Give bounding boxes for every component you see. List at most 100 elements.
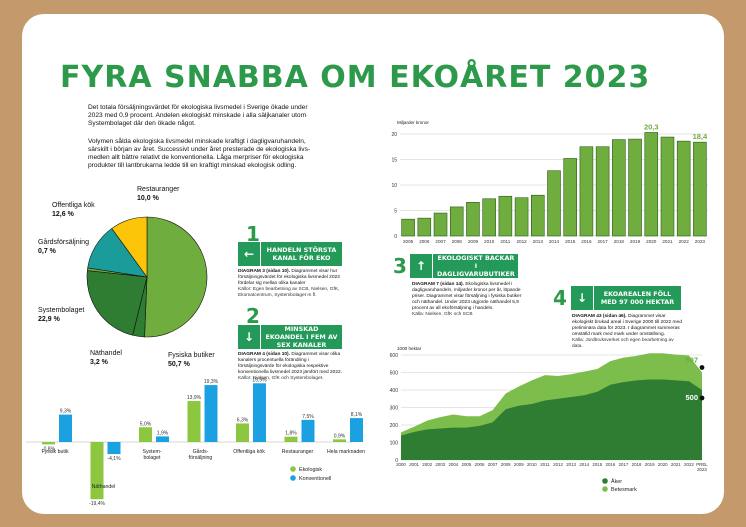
sales-bar	[514, 197, 529, 237]
sales-annotation: 20,3	[644, 122, 659, 131]
section-2-desc: DIAGRAM 4 (sidan 10). Diagrammet visar o…	[238, 352, 342, 381]
channel-category-label: System-	[142, 449, 161, 455]
pie-label-offentliga: Offentliga kök 12,6 %	[52, 202, 95, 218]
sales-xtick: 2020	[646, 239, 657, 244]
sales-bar	[612, 139, 626, 237]
sales-bar	[547, 170, 561, 237]
channel-bar	[253, 383, 266, 442]
sales-bar	[401, 218, 415, 237]
channel-bar	[333, 439, 346, 442]
area-xtick: 2018	[632, 462, 642, 467]
banner-3: ↑ EKOLOGISKT BACKAR I DAGLIGVARUBUTIKER	[410, 254, 518, 278]
sales-bar	[644, 132, 659, 237]
area-annotation: 500	[685, 393, 698, 402]
banner-4: ↓ EKOAREALEN FÖLL MED 97 000 HEKTAR	[571, 286, 681, 310]
area-xtick: 2017	[619, 462, 629, 467]
legend-marker	[290, 475, 296, 481]
sales-annotation: 18,4	[693, 132, 708, 141]
intro-paragraph-1: Det totala försäljningsvärdet för ekolog…	[88, 104, 308, 127]
sales-bar	[579, 146, 594, 237]
legend-label: Betesmark	[611, 487, 637, 493]
area-xtick: 2006	[475, 462, 485, 467]
channel-bar-label: 5,0%	[140, 421, 152, 427]
sales-bar	[466, 202, 480, 237]
sales-xtick: 2019	[630, 239, 641, 244]
area-ytick: 100	[390, 441, 399, 447]
area-xtick: 2011	[540, 462, 550, 467]
channel-category-label: Fysisk butik	[41, 449, 69, 455]
sales-ytick: 20	[391, 132, 397, 138]
arrow-down-icon: ↓	[571, 286, 594, 310]
area-xtick: 2002	[422, 462, 432, 467]
channel-bar	[350, 418, 363, 442]
sales-bar	[628, 138, 642, 237]
sales-bar	[449, 206, 464, 237]
pie-label-fysiska: Fysiska butiker 50,7 %	[168, 352, 215, 368]
sales-ytick: 15	[391, 158, 397, 164]
area-xtick: 2022	[684, 462, 694, 467]
sales-ylabel: Miljarder kronor	[397, 120, 429, 125]
legend-marker	[602, 478, 608, 484]
channel-category-label: Restauranger	[282, 449, 314, 455]
sales-bar	[693, 141, 707, 237]
area-xtick: PREL	[696, 462, 708, 467]
sales-bar	[531, 194, 545, 237]
pie-label-systembolaget: Systembolaget 22,9 %	[38, 307, 85, 323]
legend-label: Ekologisk	[299, 467, 322, 473]
area-xtick: 2000	[396, 462, 406, 467]
intro-paragraph-2: Volymen sålda ekologiska livsmedel minsk…	[88, 138, 311, 169]
channel-bar-label: -0,8%	[42, 446, 56, 452]
arrow-up-icon: ↑	[410, 254, 433, 278]
area-endpoint-marker	[699, 365, 705, 370]
sales-bar	[482, 198, 496, 237]
legend-marker	[290, 466, 296, 472]
channel-bar	[236, 423, 249, 442]
channel-bar	[301, 419, 315, 442]
sales-xtick: 2005	[403, 239, 414, 244]
sales-bar	[498, 195, 513, 237]
sales-bar	[595, 146, 610, 237]
sales-xtick: 2011	[500, 239, 510, 244]
channel-bar	[42, 442, 55, 445]
sales-xtick: 2022	[679, 239, 690, 244]
area-xtick: 2020	[658, 462, 668, 467]
area-xtick: 2012	[553, 462, 563, 467]
channel-bar-label: 9,3%	[60, 409, 72, 415]
sales-xtick: 2023	[695, 239, 706, 244]
area-xtick: 2013	[566, 462, 576, 467]
sales-xtick: 2021	[662, 239, 673, 244]
channel-bar-label: -4,1%	[107, 456, 121, 462]
channel-bar	[284, 436, 298, 442]
area-xtick: 2005	[462, 462, 472, 467]
arrow-down-icon: ↓	[238, 325, 261, 349]
sales-ytick: 10	[391, 183, 397, 189]
area-xtick: 2008	[501, 462, 511, 467]
channel-bar	[90, 442, 104, 500]
legend-marker	[602, 486, 608, 492]
sales-xtick: 2010	[484, 239, 495, 244]
area-xtick: 2010	[527, 462, 537, 467]
channel-bar-label: 13,9%	[187, 395, 202, 401]
area-ytick: 600	[390, 353, 399, 359]
section-4-desc: DIAGRAM 43 (sidan 46). Diagrammet visar …	[572, 314, 682, 349]
pie-label-gardsforsaljning: Gårdsförsäljning 0,7 %	[38, 239, 89, 255]
channel-bar	[59, 414, 72, 442]
pie-label-restauranger: Restauranger 10,0 %	[137, 186, 180, 202]
page-title: FYRA SNABBA OM EKOÅRET 2023	[60, 60, 651, 95]
area-xtick: 2003	[435, 462, 445, 467]
sales-xtick: 2017	[598, 239, 609, 244]
channel-category-label: försäljning	[189, 455, 213, 461]
sales-bar	[660, 136, 675, 237]
sales-xtick: 2007	[435, 239, 446, 244]
section-number-2: 2	[246, 304, 260, 328]
sales-xtick: 2006	[419, 239, 430, 244]
channel-bar	[156, 436, 169, 442]
channel-bar-label: 8,1%	[351, 412, 363, 418]
sales-xtick: 2008	[452, 239, 463, 244]
sales-xtick: 2018	[614, 239, 625, 244]
area-annotation: 597	[685, 356, 698, 365]
banner-2: ↓ MINSKAD EKOANDEL I FEM AV SEX KANALER	[238, 325, 342, 349]
channel-bar	[187, 400, 201, 442]
